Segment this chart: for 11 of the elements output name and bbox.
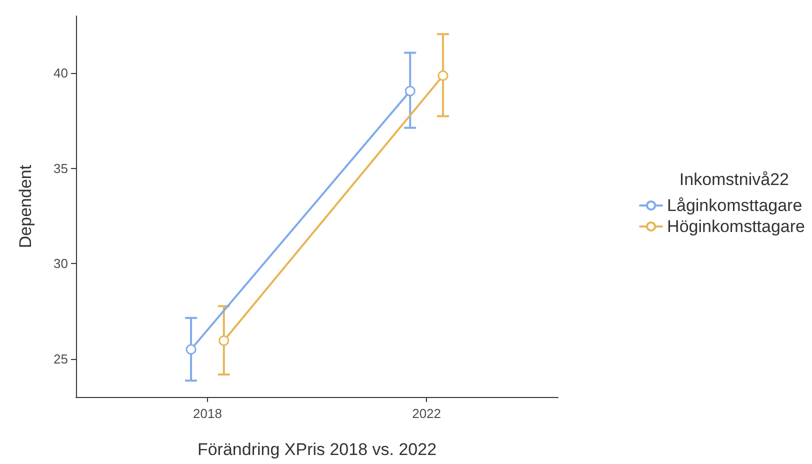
- x-tick-label: 2022: [412, 406, 442, 421]
- legend-title: Inkomstnivå22: [679, 170, 790, 189]
- legend-label: Låginkomsttagare: [667, 196, 802, 215]
- y-tick-label: 35: [54, 160, 68, 176]
- y-tick-label: 25: [54, 351, 68, 366]
- x-tick-label: 2018: [192, 406, 222, 421]
- y-tick-label: 40: [54, 66, 68, 81]
- y-axis-title: Dependent: [16, 164, 35, 248]
- legend-label: Höginkomsttagare: [667, 217, 806, 236]
- x-axis-title: Förändring XPris 2018 vs. 2022: [197, 440, 437, 459]
- y-tick-label: 30: [54, 256, 68, 272]
